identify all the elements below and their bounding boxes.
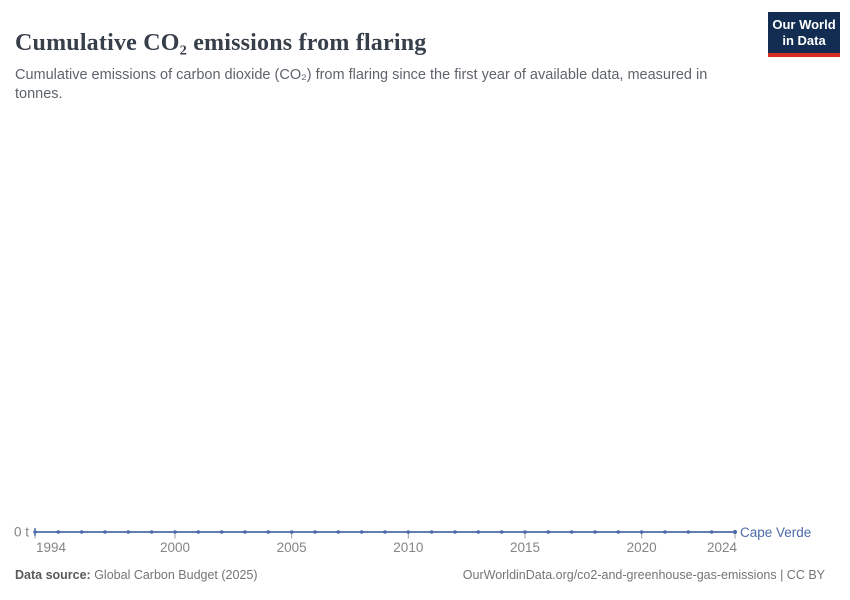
data-point-marker — [663, 530, 667, 534]
x-axis-tick-label: 2010 — [393, 540, 423, 555]
data-source-value: Global Carbon Budget (2025) — [90, 568, 258, 582]
x-axis-tick-label: 2024 — [707, 540, 738, 555]
data-point-marker — [289, 530, 294, 534]
series-label-cape-verde[interactable]: Cape Verde — [740, 525, 811, 540]
data-point-marker — [383, 530, 387, 534]
data-source-label: Data source: — [15, 568, 91, 582]
data-point-marker — [709, 530, 714, 534]
data-point-marker — [499, 530, 504, 534]
data-point-marker — [243, 530, 247, 534]
data-point-marker — [359, 530, 364, 534]
data-point-marker — [79, 530, 84, 534]
data-point-marker — [196, 530, 201, 534]
data-point-marker — [103, 530, 107, 534]
data-point-marker — [686, 530, 691, 534]
data-point-marker — [56, 530, 61, 534]
data-point-marker — [336, 530, 341, 534]
owid-logo-line2: in Data — [782, 33, 826, 48]
data-point-marker — [219, 530, 224, 534]
data-point-marker — [732, 529, 738, 535]
data-point-marker — [593, 530, 597, 534]
x-axis-tick-label: 2015 — [510, 540, 540, 555]
data-point-marker — [173, 530, 177, 534]
data-point-marker — [523, 530, 527, 534]
citation-link[interactable]: OurWorldinData.org/co2-and-greenhouse-ga… — [462, 568, 825, 582]
data-point-marker — [639, 530, 644, 534]
data-source-note: Data source: Global Carbon Budget (2025) — [15, 568, 258, 582]
data-point-marker — [453, 530, 457, 534]
chart-subtitle: Cumulative emissions of carbon dioxide (… — [15, 66, 708, 102]
chart-footer: Data source: Global Carbon Budget (2025)… — [15, 568, 825, 582]
data-point-marker — [429, 530, 434, 534]
data-point-marker — [406, 530, 411, 534]
data-point-marker — [126, 530, 131, 534]
x-axis-tick-label: 1994 — [36, 540, 67, 555]
data-point-marker — [476, 530, 481, 534]
plot-area: 1994 2000 2005 2010 2015 2020 2024 — [33, 528, 737, 555]
data-point-marker — [266, 530, 271, 534]
data-point-marker — [149, 530, 154, 534]
data-point-marker — [313, 530, 317, 534]
data-point-marker — [569, 530, 574, 534]
data-point-marker — [546, 530, 551, 534]
y-axis-tick-label: 0 t — [14, 525, 29, 540]
x-axis-tick-label: 2005 — [277, 540, 307, 555]
owid-logo[interactable]: Our World in Data — [768, 12, 840, 57]
data-point-marker — [616, 530, 621, 534]
x-axis-tick-label: 2020 — [627, 540, 657, 555]
owid-logo-line1: Our World — [772, 17, 836, 32]
data-point-marker — [33, 530, 37, 534]
x-axis-tick-label: 2000 — [160, 540, 190, 555]
chart-title: Cumulative CO₂ emissions from flaring — [15, 30, 427, 57]
